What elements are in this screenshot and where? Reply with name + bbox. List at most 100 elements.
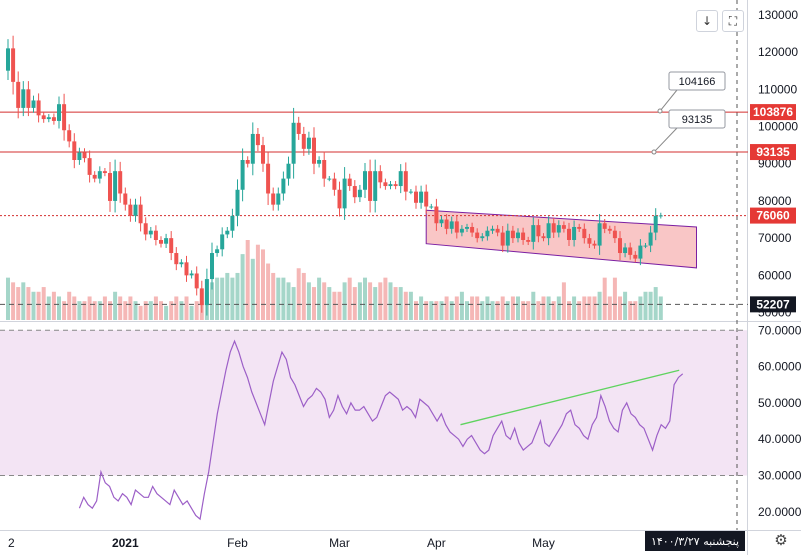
candle-body xyxy=(128,204,133,216)
rsi-axis-tick-label: 30.0000 xyxy=(758,469,801,483)
volume-bar xyxy=(327,287,332,320)
candle-body xyxy=(332,178,337,190)
candle-body xyxy=(658,215,663,217)
candle-body xyxy=(541,236,546,239)
volume-bar xyxy=(301,272,306,320)
volume-bar xyxy=(306,282,311,320)
volume-bar xyxy=(11,282,16,320)
candle-body xyxy=(500,232,505,246)
price-tag xyxy=(750,104,796,121)
volume-bar xyxy=(250,258,255,320)
candle-body xyxy=(352,186,357,198)
volume-bar xyxy=(245,240,250,320)
candle-body xyxy=(643,245,648,247)
candle-body xyxy=(648,232,653,246)
volume-bar xyxy=(643,291,648,320)
candle-body xyxy=(46,117,51,120)
candle-body xyxy=(490,228,495,231)
callout-leader xyxy=(659,89,678,112)
candle-body xyxy=(444,219,449,229)
volume-bar xyxy=(342,282,347,320)
volume-bar xyxy=(429,301,434,320)
price-tag-label: 93135 xyxy=(756,145,790,159)
candle-body xyxy=(633,254,638,259)
candle-body xyxy=(475,232,480,239)
candle-body xyxy=(602,223,607,229)
candle-body xyxy=(26,89,31,108)
candle-body xyxy=(424,191,429,207)
candle-body xyxy=(419,191,424,203)
volume-bar xyxy=(424,301,429,320)
price-tag xyxy=(750,296,796,313)
volume-bar xyxy=(470,296,475,320)
price-axis-tick-label: 100000 xyxy=(758,120,798,134)
volume-bar xyxy=(618,296,622,320)
price-tag-label: 76060 xyxy=(756,209,790,223)
volume-bar xyxy=(159,301,163,320)
candle-body xyxy=(378,171,383,183)
candle-body xyxy=(87,158,92,175)
volume-bar xyxy=(174,296,179,320)
time-axis-label: Apr xyxy=(427,536,446,550)
candle-body xyxy=(245,160,250,164)
volume-bar xyxy=(408,291,413,320)
candle-body xyxy=(296,122,301,134)
candle-body xyxy=(153,230,158,240)
scroll-down-icon[interactable]: ↓ xyxy=(696,10,718,32)
time-axis-label: 2021 xyxy=(112,536,139,550)
volume-bar xyxy=(541,296,546,320)
time-axis-label: Feb xyxy=(227,536,248,550)
volume-bar xyxy=(587,296,592,320)
volume-bar xyxy=(607,296,612,320)
volume-bar xyxy=(505,301,510,320)
volume-bar xyxy=(638,296,643,320)
candle-body xyxy=(597,223,602,246)
volume-bar xyxy=(572,296,577,320)
volume-bar xyxy=(87,296,92,320)
candle-body xyxy=(261,145,265,164)
volume-bar xyxy=(261,249,265,320)
price-tag xyxy=(750,207,796,224)
price-axis-tick-label: 80000 xyxy=(758,194,792,208)
volume-bar xyxy=(347,277,352,320)
candle-body xyxy=(618,238,622,254)
volume-bar xyxy=(133,301,138,320)
candle-body xyxy=(398,171,403,187)
volume-bar xyxy=(72,296,77,320)
candle-body xyxy=(306,137,311,149)
candle-body xyxy=(653,215,658,233)
candle-body xyxy=(123,193,128,205)
candle-body xyxy=(567,228,571,240)
candle-body xyxy=(572,226,577,240)
candle-body xyxy=(582,228,587,239)
candle-body xyxy=(16,81,21,108)
volume-bar xyxy=(235,272,240,320)
candle-body xyxy=(31,100,36,108)
volume-bar xyxy=(46,296,51,320)
rsi-axis-tick-label: 70.0000 xyxy=(758,323,801,337)
candle-body xyxy=(255,133,260,146)
candle-body xyxy=(459,228,464,233)
candle-body xyxy=(72,141,77,160)
candle-body xyxy=(184,262,189,276)
fullscreen-icon[interactable]: ⛶ xyxy=(722,10,744,32)
volume-bar xyxy=(357,282,362,320)
volume-bar xyxy=(337,291,342,320)
candle-body xyxy=(82,152,87,159)
candle-body xyxy=(536,225,541,237)
candle-body xyxy=(250,133,255,164)
candle-body xyxy=(485,230,490,237)
candle-body xyxy=(164,238,169,244)
settings-icon[interactable]: ⚙ xyxy=(774,531,788,549)
candle-body xyxy=(6,48,10,71)
volume-bar xyxy=(286,282,291,320)
callout-box xyxy=(668,109,726,129)
candle-body xyxy=(113,171,118,201)
candle-body xyxy=(194,273,199,289)
candle-body xyxy=(439,219,444,224)
candle-body xyxy=(638,245,643,259)
candle-body xyxy=(281,178,286,194)
volume-bar xyxy=(398,287,403,320)
candle-body xyxy=(388,184,393,187)
